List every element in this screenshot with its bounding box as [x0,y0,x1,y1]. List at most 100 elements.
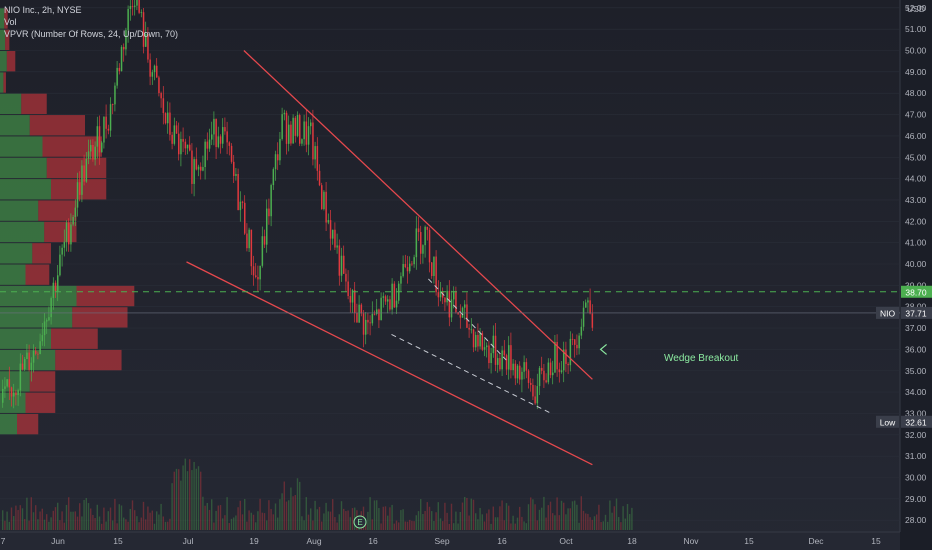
candle-body [244,202,246,234]
volume-bar [120,505,123,530]
vpvr-up-row [0,349,56,371]
wedge-breakout-label[interactable]: Wedge Breakout [664,353,739,364]
volume-bar [70,511,72,530]
candle-body [503,350,506,356]
volume-bar [527,504,530,530]
candle-body [488,345,490,364]
volume-bar [105,521,107,530]
volume-bar [279,499,281,530]
volume-bar [615,498,618,530]
candle-body [530,382,532,385]
candle-body [52,282,55,299]
candle-body [505,355,508,370]
candle-body [435,256,437,293]
volume-bar [347,510,349,530]
candle-body [134,5,136,7]
candle-body [334,229,336,248]
candle-body [455,291,457,313]
candle-body [558,369,561,373]
volume-bar [116,523,118,530]
volume-bar [611,512,613,530]
candle-body [543,370,545,381]
volume-bar [8,521,10,530]
candle-body [457,312,459,315]
volume-bar [239,500,241,530]
candle-body [233,161,235,176]
low-badge [876,415,899,428]
volume-bar [147,506,149,530]
volume-bar [327,511,329,530]
volume-bar [255,522,257,530]
vpvr-down-row [5,29,10,50]
volume-bar [494,517,497,530]
candle-body [92,145,94,160]
candle-body [464,304,466,308]
volume-bar [607,521,609,530]
candle-body [65,222,68,242]
vpvr-indicator-label[interactable]: VPVR (Number Of Rows, 24, Up/Down, 70) [4,29,179,39]
candle-body [525,362,528,371]
candle-body [393,283,396,308]
volume-bar [569,508,571,530]
volume-bar [446,512,448,530]
volume-bar [567,508,569,530]
candle-body [446,290,448,303]
volume-bar [580,496,582,530]
volume-bar [470,498,472,530]
candle-body [404,264,407,268]
candle-body [521,371,523,380]
candle-body [332,229,334,239]
price-tick-label: 35.00 [905,366,927,376]
volume-bar [582,510,585,530]
earnings-marker-icon[interactable] [353,515,367,529]
time-tick-label: 19 [249,536,259,546]
candle-body [200,166,202,171]
volume-bar [398,522,400,530]
candle-body [180,138,182,155]
volume-bar [134,510,136,530]
volume-bar [21,508,24,530]
candle-body [131,5,134,7]
time-tick-label: Jun [51,536,65,546]
vpvr-up-row [0,392,26,413]
volume-bar [558,515,560,530]
volume-bar [296,478,299,530]
volume-bar [101,523,103,530]
candle-body [164,113,167,124]
candle-body [431,262,433,277]
volume-bar [112,520,114,530]
volume-bar [571,501,574,530]
volume-bar [175,468,178,530]
time-tick-label: 16 [368,536,378,546]
candle-body [83,165,85,182]
volume-bar [477,519,479,530]
volume-bar [131,500,134,530]
candle-body [30,362,33,370]
price-tick-label: 47.00 [905,110,927,120]
candle-body [208,139,211,149]
candle-body [171,134,173,144]
volume-indicator-label[interactable]: Vol [4,17,17,27]
volume-bar [268,500,270,530]
volume-bar [189,459,191,530]
candle-body [582,307,585,327]
vpvr-up-row [0,413,17,435]
candle-body [475,334,477,348]
volume-bar [481,514,483,530]
time-tick-label: 15 [871,536,881,546]
candle-body [281,114,283,139]
volume-bar [90,508,92,530]
price-tick-label: 32.00 [905,430,927,440]
volume-bar [365,521,367,530]
candle-body [2,388,4,403]
candle-body [439,291,442,298]
currency-label: USD [907,4,925,14]
symbol-title[interactable]: NIO Inc., 2h, NYSE [4,5,82,15]
volume-bar [514,523,516,530]
vpvr-down-row [46,157,107,179]
volume-bar [371,519,373,530]
volume-bar [329,511,332,530]
candle-body [213,118,215,135]
volume-bar [24,519,26,530]
